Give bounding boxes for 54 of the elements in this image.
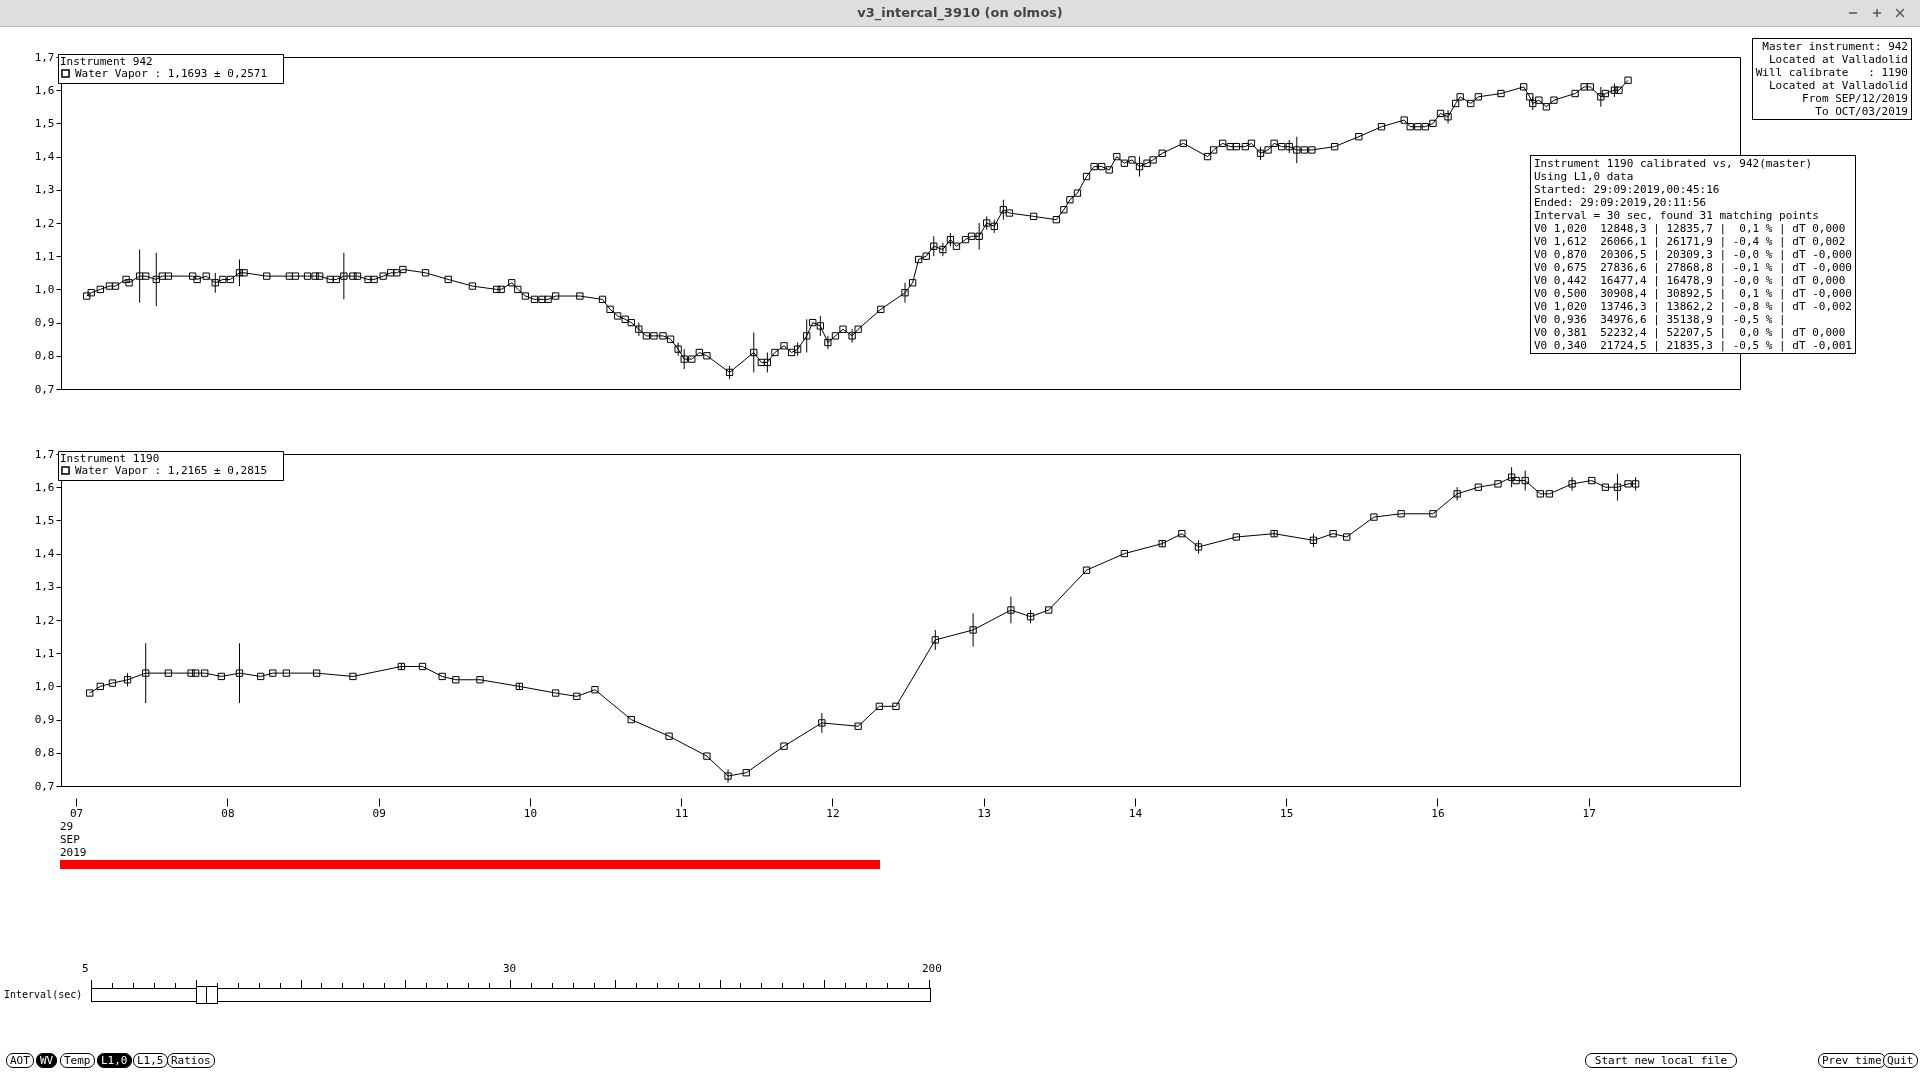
x-tick-label: 11 [675, 806, 689, 820]
legend-title: Instrument 942 [60, 55, 153, 68]
y-tick-label: 0,8 [34, 349, 55, 363]
legend-label: Water Vapor : 1,2165 ± 0,2815 [75, 463, 268, 477]
y-tick-label: 1,7 [34, 447, 55, 461]
x-tick-label: 08 [221, 806, 235, 820]
y-tick-label: 1,6 [34, 83, 55, 97]
y-tick-label: 0,9 [34, 713, 55, 727]
x-tick-label: 15 [1280, 806, 1294, 820]
text: Temp [60, 1053, 95, 1068]
text: L1,0 [97, 1053, 132, 1068]
y-tick-label: 1,1 [34, 249, 55, 263]
x-tick-label: 17 [1582, 806, 1596, 820]
y-tick-label: 1,0 [34, 282, 55, 296]
text: Master instrument: 942 Located at Valladolid Will calibrate : 1190 Located at Valladolid From SEP/12/2019 To OCT/03/2019 [1751, 38, 1912, 120]
text: Prev time [1818, 1053, 1886, 1068]
x-tick-label: 13 [977, 806, 991, 820]
text: L1,5 [133, 1053, 168, 1068]
x-tick-label: 07 [70, 806, 84, 820]
y-tick-label: 0,8 [34, 746, 55, 760]
legend-title: Instrument 1190 [60, 452, 160, 465]
x-tick-label: 10 [523, 806, 538, 820]
y-tick-label: 1,4 [34, 547, 55, 561]
text: Ratios [167, 1053, 215, 1068]
text: 200 [922, 962, 942, 975]
text: Start new local file [1585, 1053, 1737, 1068]
y-tick-label: 1,1 [34, 646, 55, 660]
x-tick-label: 16 [1431, 806, 1445, 820]
y-tick-label: 0,9 [34, 316, 55, 330]
y-tick-label: 1,5 [34, 116, 55, 130]
y-tick-label: 1,2 [34, 613, 55, 627]
text: 5 [82, 962, 89, 975]
y-tick-label: 1,0 [34, 679, 55, 693]
text: AOT [6, 1053, 34, 1068]
x-tick-label: 09 [372, 806, 386, 820]
x-tick-label: 12 [826, 806, 840, 820]
text: Instrument 1190 calibrated vs, 942(master) Using L1,0 data Started: 29:09:2019,00:45:16 Ended: 29:09:2019,20:11:56 Interval = 30 sec, found 31 matching points V0 1,020 12848,3 | 12835,7 | 0,1 % | dT 0,000 V0 1,612 26066,1 | 26171,9 | -0,4 % | dT 0,002 V0 0,870 20306,5 | 20309,3 | -0,0 % | dT -0,000 V0 0,675 27836,6 | 27868,8 | -0,1 % | dT -0,000 V0 0,442 16477,4 | 16478,9 | -0,0 % | dT 0,000 V0 0,500 30908,4 | 30892,5 | 0,1 % | dT -0,000 V0 1,020 13746,3 | 13862,2 | -0,8 % | dT -0,002 V0 0,936 34976,6 | 35138,9 | -0,5 % | V0 0,381 52232,4 | 52207,5 | 0,0 % | dT 0,000 V0 0,340 21724,5 | 21835,3 | -0,5 % | dT -0,001 [1534, 157, 1852, 352]
text: WV [36, 1053, 58, 1068]
y-tick-label: 0,7 [34, 382, 55, 396]
y-tick-label: 1,3 [34, 183, 55, 197]
x-tick-label: 14 [1128, 806, 1143, 820]
legend-label: Water Vapor : 1,1693 ± 0,2571 [75, 66, 268, 80]
y-tick-label: 1,4 [34, 150, 55, 164]
y-tick-label: 1,7 [34, 50, 55, 64]
y-tick-label: 1,2 [34, 216, 55, 230]
y-tick-label: 1,5 [34, 513, 55, 527]
y-tick-label: 0,7 [34, 779, 55, 793]
text: Quit [1883, 1053, 1918, 1068]
y-tick-label: 1,6 [34, 480, 55, 494]
y-tick-label: 1,3 [34, 580, 55, 594]
text: v3_intercal_3910 (on olmos) [0, 0, 1920, 27]
text: 29 SEP 2019 [60, 820, 87, 859]
text: 30 [503, 962, 517, 975]
text: Interval(sec) [4, 988, 83, 1001]
